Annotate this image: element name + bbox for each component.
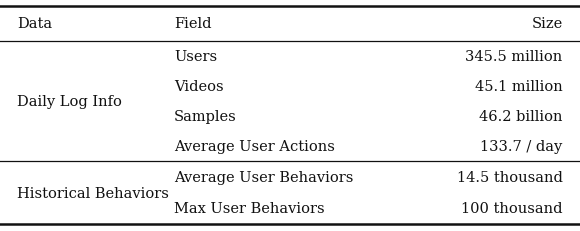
Text: 14.5 thousand: 14.5 thousand [456,170,563,184]
Text: 100 thousand: 100 thousand [461,201,563,216]
Text: Max User Behaviors: Max User Behaviors [174,201,325,216]
Text: Users: Users [174,50,217,64]
Text: 345.5 million: 345.5 million [465,50,563,64]
Text: Average User Actions: Average User Actions [174,140,335,154]
Text: Samples: Samples [174,110,237,124]
Text: Daily Log Info: Daily Log Info [17,95,122,109]
Text: Videos: Videos [174,80,224,94]
Text: 45.1 million: 45.1 million [475,80,563,94]
Text: Average User Behaviors: Average User Behaviors [174,170,353,184]
Text: Data: Data [17,17,53,31]
Text: Field: Field [174,17,212,31]
Text: 46.2 billion: 46.2 billion [479,110,563,124]
Text: Size: Size [531,17,563,31]
Text: 133.7 / day: 133.7 / day [480,140,563,154]
Text: Historical Behaviors: Historical Behaviors [17,186,169,200]
